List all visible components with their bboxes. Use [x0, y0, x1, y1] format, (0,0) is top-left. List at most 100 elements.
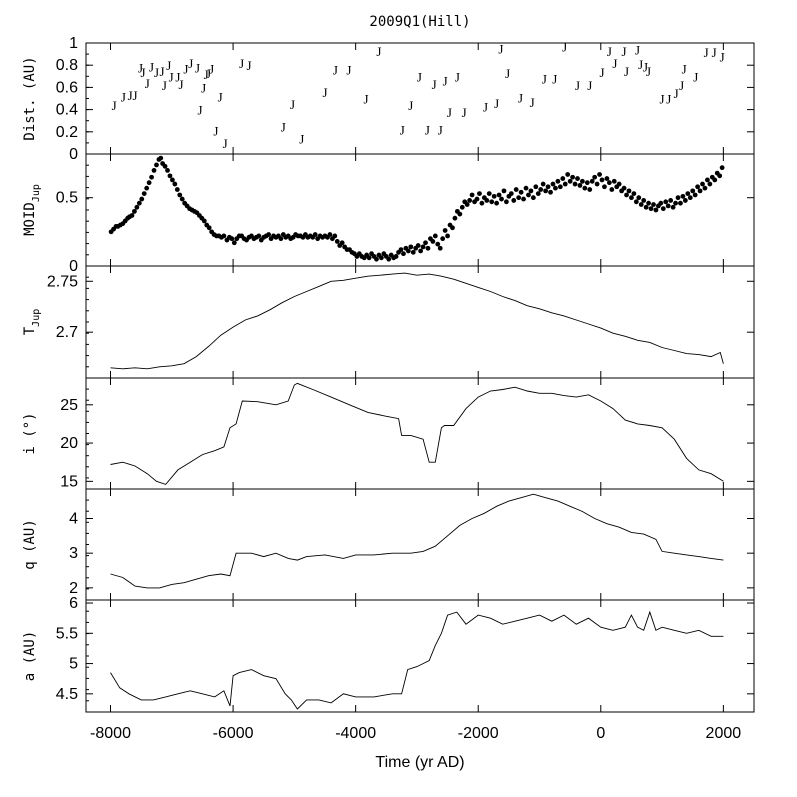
data-point: [719, 165, 725, 171]
panel-q: 2 3 4 q (AU): [22, 488, 755, 601]
data-point: J: [530, 95, 535, 110]
data-point: J: [518, 90, 523, 105]
data-point: [565, 172, 571, 177]
y-tick-label: 0.5: [56, 190, 78, 207]
x-tick-label: -4000: [335, 725, 376, 742]
data-point: [144, 185, 150, 191]
data-point: J: [666, 92, 671, 107]
data-point: [151, 167, 157, 173]
data-point: J: [290, 97, 295, 112]
data-point: [717, 173, 723, 179]
y-axis-label-main: Dist. (AU): [22, 56, 38, 140]
data-point: J: [183, 62, 188, 77]
x-tick-label: -6000: [213, 725, 254, 742]
data-point: J: [218, 89, 223, 104]
data-point: J: [575, 78, 580, 93]
data-point: J: [178, 77, 183, 92]
data-point: [567, 178, 573, 184]
data-point: [437, 245, 443, 251]
data-point: J: [552, 72, 557, 87]
data-point: [695, 184, 701, 190]
data-point: J: [455, 69, 460, 84]
y-tick-label: 0.6: [56, 79, 78, 96]
data-point: J: [197, 103, 202, 118]
data-point: [149, 174, 154, 180]
data-point: [459, 204, 465, 210]
data-point: [624, 192, 629, 198]
data-point: [690, 188, 696, 194]
data-point: J: [425, 123, 430, 138]
data-point: [231, 240, 237, 246]
data-point: [560, 176, 566, 181]
data-point: J: [188, 56, 193, 71]
y-axis-label-main: MOID: [22, 202, 38, 236]
y-tick-label: 0.2: [56, 124, 78, 141]
data-point: [450, 225, 455, 231]
data-point: [435, 241, 441, 247]
data-point: [154, 162, 159, 168]
data-point: [504, 199, 509, 205]
data-point: [172, 181, 178, 187]
data-point: J: [239, 56, 244, 71]
data-point: J: [607, 44, 612, 59]
data-point: [158, 155, 164, 161]
data-point: [707, 181, 713, 187]
data-point: [557, 184, 563, 190]
data-point: [633, 199, 639, 205]
panel-incl: 15 20 25 i (°): [22, 377, 755, 490]
data-point: [327, 232, 333, 237]
data-point: J: [599, 65, 604, 80]
panel-frame: [85, 599, 755, 713]
data-point: [616, 181, 622, 187]
data-point: [408, 244, 414, 250]
y-axis-label: i (°): [22, 412, 38, 454]
data-point: [638, 202, 644, 207]
data-point: J: [223, 136, 228, 151]
data-point: [668, 198, 674, 203]
data-point: [604, 176, 610, 181]
data-point: J: [206, 66, 211, 81]
data-point: [415, 243, 421, 248]
y-axis-label-main: T: [22, 326, 38, 335]
data-point: [543, 188, 549, 194]
data-point: [582, 185, 588, 191]
series-line: [110, 493, 724, 589]
data-point: [474, 196, 480, 202]
data-point: [405, 248, 411, 254]
data-point: [221, 233, 227, 239]
data-point: J: [494, 96, 499, 111]
data-point: J: [682, 62, 687, 77]
data-point: [332, 233, 338, 239]
data-point: [366, 255, 372, 261]
data-point: [553, 185, 558, 191]
y-axis-label-main: q (AU): [22, 519, 38, 570]
data-point: [430, 239, 436, 244]
data-point: J: [447, 105, 452, 120]
data-point: [700, 181, 705, 187]
data-point: [528, 188, 534, 194]
data-point: [530, 195, 536, 201]
x-tick-label: -2000: [458, 725, 499, 742]
y-tick-label: 20: [60, 435, 78, 452]
y-axis-label: a (AU): [22, 631, 38, 682]
data-point: [651, 202, 656, 207]
data-point: [170, 177, 175, 183]
panel-frame: [85, 377, 755, 490]
data-point: J: [299, 131, 304, 146]
data-point: J: [333, 63, 338, 78]
data-point: [425, 245, 431, 251]
data-point: J: [542, 72, 547, 87]
data-point: [141, 191, 147, 197]
data-point: [496, 192, 502, 198]
data-point: [705, 177, 710, 183]
data-point: [423, 240, 428, 246]
data-point: [589, 178, 595, 184]
data-point: J: [204, 67, 209, 82]
series-line: [110, 610, 724, 710]
y-tick-label: 0.8: [56, 57, 78, 74]
data-point: [511, 198, 517, 203]
data-point: [575, 176, 580, 181]
y-tick-label: 3: [69, 545, 78, 562]
data-point: J: [498, 42, 503, 57]
